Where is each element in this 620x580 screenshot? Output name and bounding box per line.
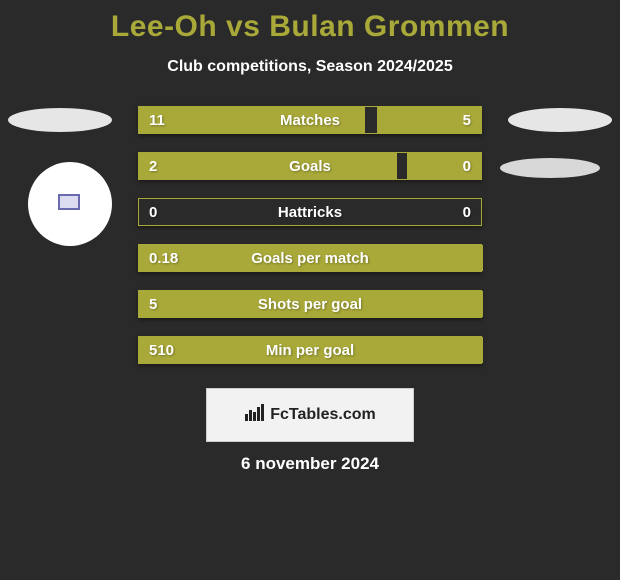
bar-segment-left [139,245,483,271]
bars-container: 115Matches20Goals00Hattricks0.18Goals pe… [138,106,482,364]
avatar-placeholder-left-top [8,108,112,132]
avatar-placeholder-right [500,158,600,178]
bar-value-left: 5 [149,291,157,319]
avatar-placeholder-right-top [508,108,612,132]
bar-segment-left [139,153,397,179]
bar-value-right: 0 [463,153,471,181]
bar-value-left: 510 [149,337,174,365]
bar-segment-left [139,291,483,317]
bar-row: 5Shots per goal [138,290,482,318]
page-title: Lee-Oh vs Bulan Grommen [0,0,620,44]
bar-row: 20Goals [138,152,482,180]
bar-label: Hattricks [139,199,481,227]
brand-bars-icon [244,404,266,427]
bar-row: 0 0Hattricks [138,198,482,226]
date-label: 6 november 2024 [0,454,620,474]
bar-segment-left [139,107,365,133]
bar-value-left: 0 [149,199,157,227]
page-subtitle: Club competitions, Season 2024/2025 [0,58,620,76]
bar-row: 510Min per goal [138,336,482,364]
bar-value-left: 0.18 [149,245,178,273]
bar-segment-left [139,337,483,363]
bar-row: 115Matches [138,106,482,134]
brand-text: FcTables.com [270,406,376,424]
image-placeholder-icon [58,194,80,210]
bar-value-right: 5 [463,107,471,135]
bar-value-left: 11 [149,107,165,135]
bar-value-right: 0 [463,199,471,227]
bar-value-left: 2 [149,153,157,181]
comparison-chart: 115Matches20Goals00Hattricks0.18Goals pe… [0,106,620,376]
brand-badge: FcTables.com [206,388,414,442]
bar-row: 0.18Goals per match [138,244,482,272]
